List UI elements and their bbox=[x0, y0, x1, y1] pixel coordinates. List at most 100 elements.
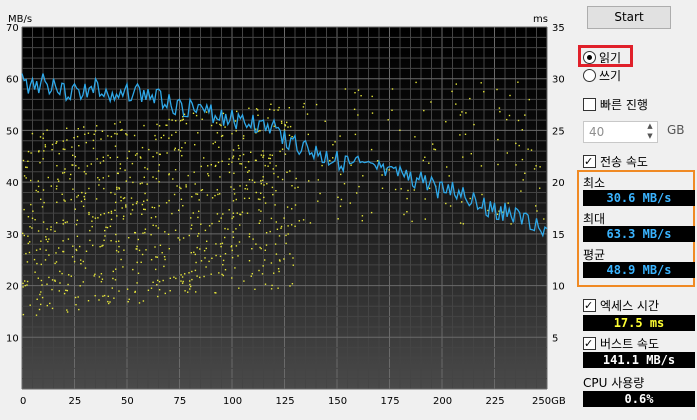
access-point bbox=[144, 231, 146, 234]
access-point bbox=[528, 98, 530, 101]
access-point bbox=[72, 164, 74, 166]
access-point bbox=[354, 92, 356, 94]
read-radio-circle[interactable] bbox=[583, 50, 596, 64]
access-point bbox=[40, 240, 42, 242]
access-point bbox=[93, 133, 95, 135]
access-point bbox=[291, 185, 293, 187]
access-point bbox=[158, 125, 161, 127]
access-point bbox=[116, 133, 118, 135]
access-point bbox=[85, 173, 87, 175]
access-point bbox=[216, 189, 218, 191]
access-point bbox=[271, 154, 273, 156]
access-point bbox=[480, 82, 482, 84]
read-radio[interactable]: 읽기 bbox=[583, 49, 621, 65]
access-point bbox=[188, 272, 190, 274]
access-point bbox=[61, 272, 63, 275]
access-point bbox=[185, 122, 188, 125]
access-point bbox=[243, 197, 246, 200]
access-point bbox=[391, 88, 394, 90]
access-point bbox=[29, 226, 31, 228]
access-point bbox=[136, 201, 138, 203]
access-point bbox=[517, 81, 519, 83]
access-point bbox=[94, 130, 97, 132]
access-point bbox=[40, 198, 42, 200]
access-point bbox=[244, 188, 246, 190]
access-point bbox=[104, 229, 106, 232]
access-point bbox=[376, 160, 379, 162]
access-point bbox=[497, 138, 499, 141]
access-point bbox=[319, 192, 321, 195]
access-point bbox=[214, 165, 217, 167]
transfer-check[interactable]: 전송 속도 bbox=[583, 153, 648, 169]
access-point bbox=[56, 222, 58, 224]
write-label: 쓰기 bbox=[599, 68, 622, 83]
access-point bbox=[248, 233, 251, 235]
access-point bbox=[48, 238, 50, 240]
access-point bbox=[62, 223, 64, 225]
access-point bbox=[61, 193, 63, 195]
access-point bbox=[88, 211, 90, 214]
access-point bbox=[98, 179, 101, 181]
y-left-tick: 20 bbox=[6, 282, 19, 293]
access-point bbox=[445, 121, 447, 123]
access-point bbox=[56, 185, 58, 187]
access-point bbox=[78, 308, 80, 311]
access-point bbox=[136, 245, 138, 248]
size-stepper[interactable]: ▲ ▼ bbox=[647, 122, 653, 140]
access-point bbox=[399, 129, 401, 131]
access-point bbox=[34, 219, 36, 221]
access-point bbox=[275, 190, 277, 192]
access-point bbox=[91, 225, 93, 228]
access-point bbox=[294, 187, 296, 189]
start-button[interactable]: Start bbox=[587, 6, 671, 29]
access-point bbox=[271, 284, 273, 287]
access-point bbox=[140, 157, 142, 159]
access-check[interactable]: 엑세스 시간 bbox=[583, 297, 659, 313]
access-point bbox=[107, 211, 110, 214]
access-point bbox=[394, 188, 397, 191]
access-point bbox=[196, 246, 198, 249]
access-point bbox=[110, 210, 113, 213]
access-point bbox=[506, 152, 508, 154]
access-point bbox=[288, 107, 290, 109]
access-point bbox=[178, 209, 180, 211]
write-radio[interactable]: 쓰기 bbox=[583, 67, 621, 83]
access-point bbox=[434, 148, 437, 151]
access-point bbox=[63, 292, 66, 295]
write-radio-circle[interactable] bbox=[583, 68, 596, 82]
burst-checkbox[interactable] bbox=[583, 336, 596, 350]
access-point bbox=[220, 217, 222, 219]
access-point bbox=[264, 249, 266, 251]
access-point bbox=[172, 178, 174, 180]
access-point bbox=[40, 279, 43, 282]
access-point bbox=[104, 235, 106, 237]
access-point bbox=[43, 150, 45, 152]
access-point bbox=[289, 170, 291, 172]
access-point bbox=[134, 291, 136, 293]
access-point bbox=[64, 221, 67, 224]
access-point bbox=[264, 202, 267, 204]
access-point bbox=[198, 199, 200, 201]
access-point bbox=[224, 236, 226, 239]
size-input[interactable]: 40 bbox=[583, 121, 658, 143]
access-point bbox=[251, 273, 253, 275]
quick-checkbox[interactable] bbox=[583, 97, 596, 111]
access-checkbox[interactable] bbox=[583, 298, 596, 312]
access-point bbox=[122, 266, 124, 268]
quick-check[interactable]: 빠른 진행 bbox=[583, 96, 648, 112]
access-point bbox=[111, 287, 113, 289]
transfer-checkbox[interactable] bbox=[583, 154, 596, 168]
access-point bbox=[218, 146, 220, 148]
access-point bbox=[381, 187, 384, 189]
access-point bbox=[113, 297, 115, 299]
access-point bbox=[146, 199, 148, 201]
access-point bbox=[180, 198, 183, 200]
access-point bbox=[403, 213, 405, 216]
access-point bbox=[23, 234, 25, 237]
access-point bbox=[128, 237, 130, 239]
access-point bbox=[344, 88, 347, 90]
access-point bbox=[180, 280, 182, 282]
access-point bbox=[235, 130, 237, 132]
burst-check[interactable]: 버스트 속도 bbox=[583, 335, 659, 351]
